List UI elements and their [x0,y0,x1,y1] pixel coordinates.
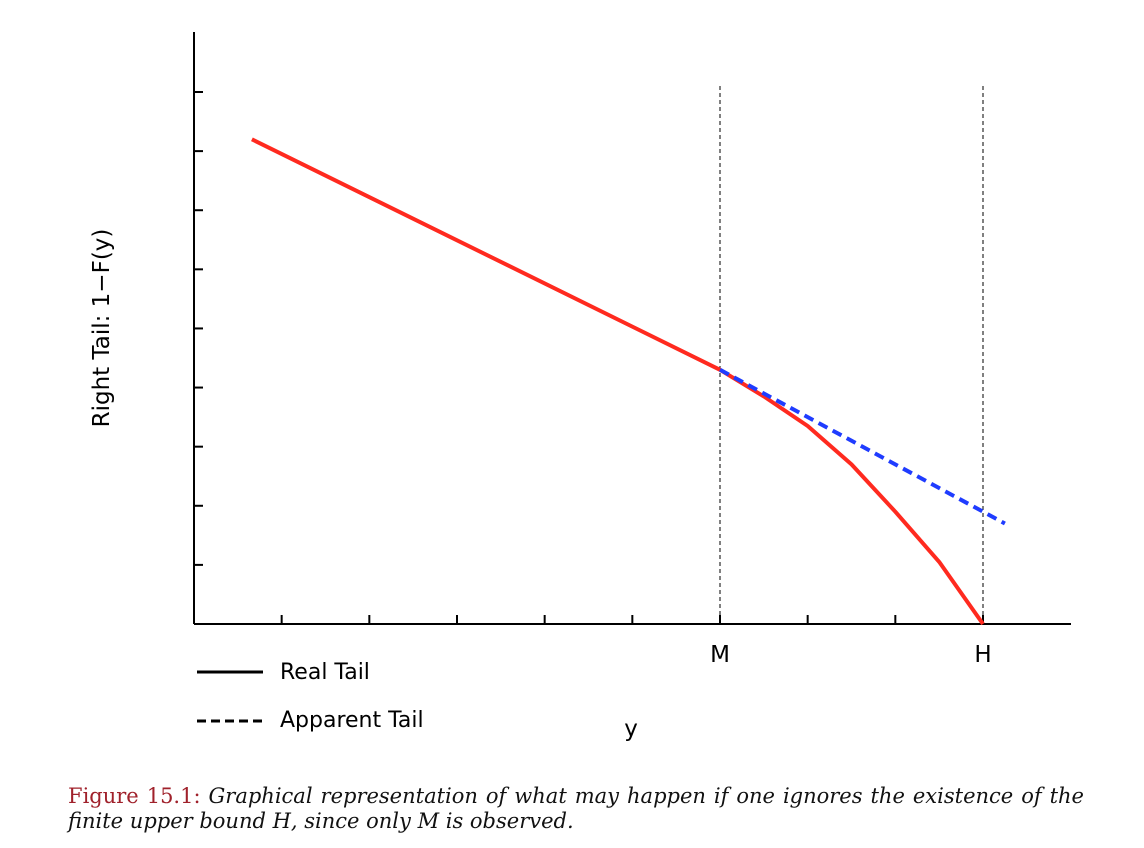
figure-caption-label: Figure 15.1: [68,784,201,808]
series-line [251,137,985,626]
series-layer [251,137,1006,626]
reference-lines [719,86,984,624]
figure-caption: Figure 15.1: Graphical representation of… [68,784,1084,834]
legend-label-apparent-tail: Apparent Tail [280,708,424,733]
legend-label-real-tail: Real Tail [280,660,370,685]
x-marker-label: M [710,642,730,668]
x-ticks [280,615,984,624]
series-line [719,368,1006,526]
y-ticks [194,91,203,566]
x-marker-label: H [974,642,991,668]
y-axis-label: Right Tail: 1−F(y) [89,229,115,428]
x-axis-label: y [624,716,638,742]
legend: Real Tail Apparent Tail [197,660,424,733]
figure-caption-text: Graphical representation of what may hap… [68,784,1084,833]
